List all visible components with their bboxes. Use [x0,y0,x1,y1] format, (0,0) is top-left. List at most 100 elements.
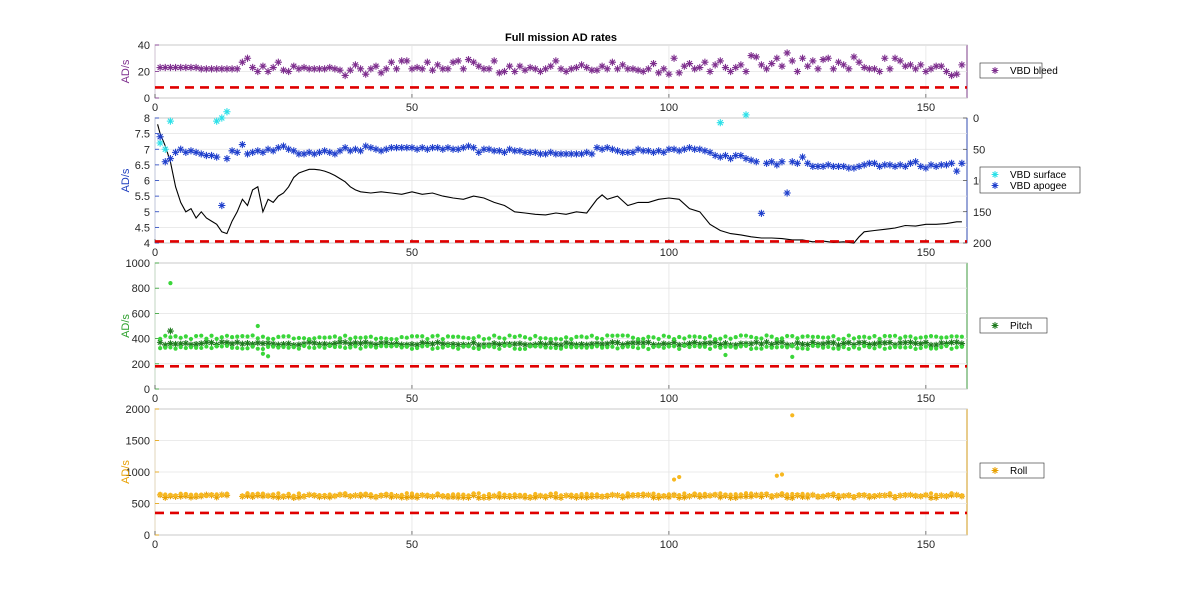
data-point [666,344,672,349]
data-point [547,62,555,70]
data-point [341,339,349,346]
outlier-point [677,474,682,480]
data-point [455,494,462,501]
data-point [860,161,868,169]
data-point [260,334,266,339]
data-point [317,492,322,498]
data-point [182,63,190,72]
data-point [389,344,394,349]
data-point [372,62,380,70]
data-point [372,341,380,348]
data-point [362,339,369,346]
data-point [373,345,379,350]
legend-marker [991,171,999,178]
data-point [773,339,781,347]
x-tick-label: 100 [660,102,678,114]
data-point [332,334,337,339]
data-point [696,340,703,348]
data-point [279,66,288,74]
data-point [274,144,282,152]
data-point [706,148,714,156]
data-point [223,155,231,163]
data-point [336,338,344,346]
data-point [259,148,267,156]
data-point [187,341,195,348]
data-point [603,65,611,73]
y-tick-label: 5.5 [135,191,150,203]
outlier-point [260,351,266,356]
data-point [579,345,584,350]
data-point [337,492,343,497]
data-point [506,145,514,153]
data-point [948,339,955,346]
y-tick-label: 200 [132,359,150,371]
data-point [250,491,255,497]
data-point [866,341,873,348]
data-point [194,333,199,339]
data-point [927,341,935,349]
data-point [783,494,791,501]
data-point [548,336,553,342]
data-point [552,150,560,158]
data-point [815,344,821,349]
data-point [568,340,575,348]
data-point [183,345,188,351]
data-point [171,148,180,156]
data-point [315,65,324,73]
data-point [876,67,884,76]
data-point [456,334,461,339]
data-point [156,63,164,72]
data-point [348,493,353,498]
data-point [949,491,954,496]
data-point [502,343,507,349]
data-point [850,53,858,61]
data-point [163,345,168,350]
data-point [805,492,810,497]
data-point [840,340,847,347]
data-point [415,334,420,339]
data-point [831,334,836,339]
data-point [310,65,318,73]
data-point [583,63,591,72]
data-point [398,144,406,152]
data-point [927,65,935,73]
data-point [235,345,240,351]
data-point [783,49,791,57]
data-point [676,494,683,501]
data-point [656,336,661,342]
data-point [898,493,903,498]
data-point [620,493,625,498]
data-point [543,345,548,350]
y-tick-label: 0 [144,530,150,542]
data-point [240,493,245,498]
data-point [835,494,842,501]
data-point [264,339,272,347]
data-point [202,65,210,73]
data-point [223,65,231,73]
data-point [944,343,949,349]
data-point [640,339,647,347]
data-point [923,492,928,498]
data-point [677,346,682,352]
data-point [901,62,909,70]
data-point [348,336,353,341]
data-point [845,65,853,73]
data-point [351,145,360,153]
data-point [620,333,625,338]
data-point [763,338,770,346]
data-point [398,341,405,348]
data-point [454,145,462,153]
data-point [343,345,348,350]
data-point [449,341,457,348]
data-point [785,345,790,350]
data-point [892,493,898,499]
data-point [199,492,204,497]
data-point [881,161,889,169]
data-point [557,150,565,158]
data-point [711,61,719,69]
data-point [243,54,252,62]
data-point [867,335,872,340]
y-tick-label: 6 [144,176,150,188]
data-point [224,333,230,338]
data-point [922,339,930,346]
